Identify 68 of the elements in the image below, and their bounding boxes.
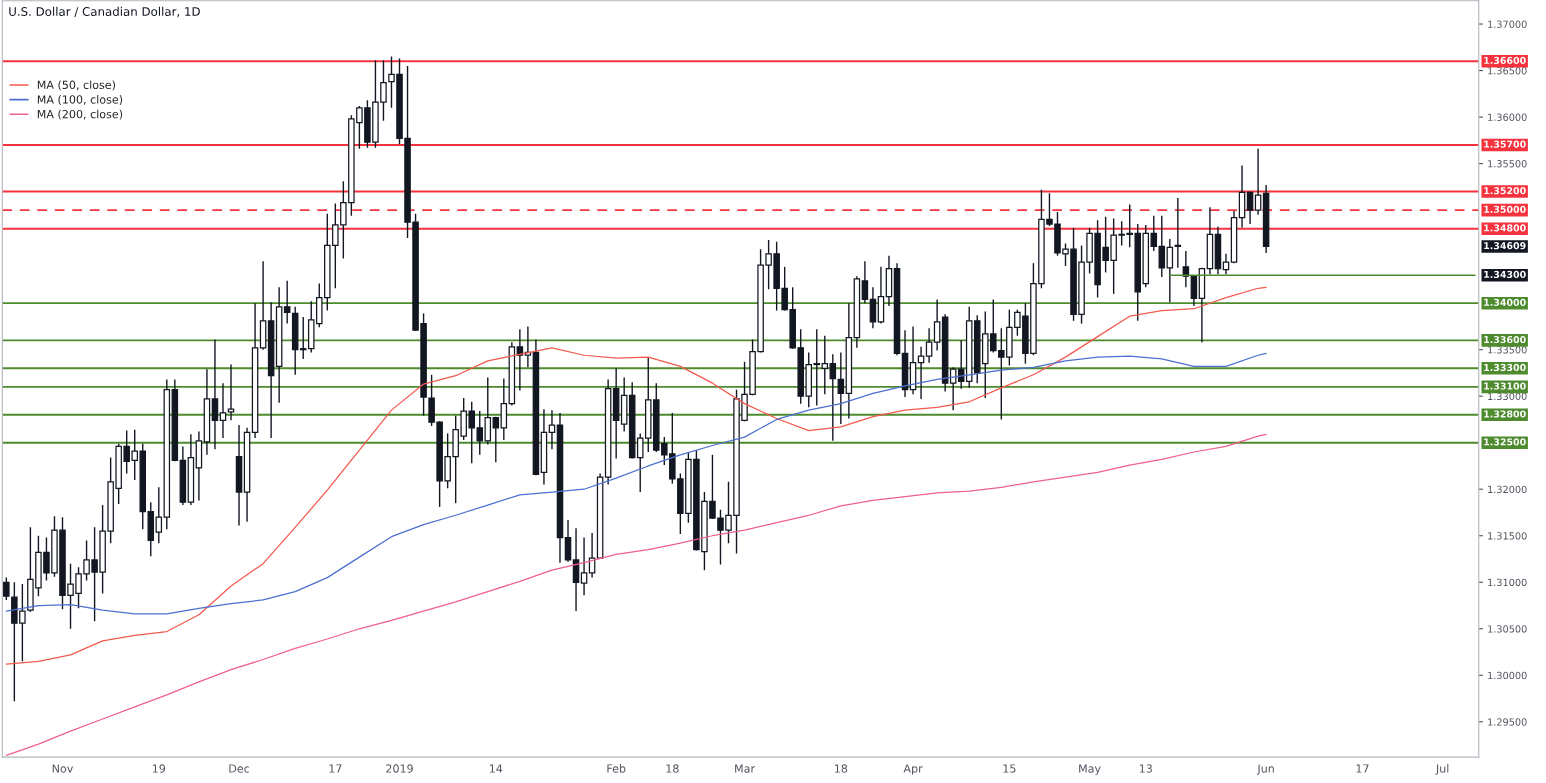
y-tick-label: 1.36500 — [1488, 67, 1527, 75]
legend-label: MA (200, close) — [37, 109, 123, 120]
text: 1.34300 — [1484, 270, 1526, 278]
line-series — [5, 352, 1267, 615]
x-tick-label: Dec — [229, 764, 250, 773]
y-tick-label: 1.31000 — [1488, 578, 1527, 587]
candlestick — [283, 280, 291, 325]
x-tick-label: 19 — [152, 764, 166, 773]
x-tick-label: 18 — [834, 764, 848, 773]
line-series — [5, 433, 1267, 756]
candlestick — [219, 382, 227, 439]
candlestick — [580, 536, 588, 596]
ref-line-label: 1.32800 — [1484, 410, 1526, 418]
y-tick-label: 1.29500 — [1488, 718, 1527, 726]
candlestick — [227, 363, 235, 422]
x-tick-label: Jun — [1256, 764, 1274, 775]
x-tick-label: 14 — [489, 764, 503, 773]
x-tick-label: Mar — [735, 764, 756, 773]
x-tick-label: 2019 — [386, 764, 413, 773]
candlestick — [564, 519, 572, 563]
candlestick — [548, 409, 556, 450]
ref-line-label: 1.32500 — [1484, 438, 1526, 446]
ref-line-label: 1.35700 — [1484, 140, 1526, 148]
x-tick-label: 18 — [666, 764, 679, 773]
x-tick-label: Nov — [52, 764, 74, 773]
x-tick-label: 13 — [1139, 764, 1152, 773]
ref-line-label: 1.36600 — [1484, 56, 1526, 64]
y-tick-label: 1.30000 — [1488, 671, 1527, 680]
candlestick — [861, 260, 869, 304]
y-tick-label: 1.31500 — [1488, 532, 1527, 540]
x-tick-label: Feb — [607, 764, 626, 773]
candlestick — [925, 327, 933, 364]
ref-line-label: 1.35000 — [1484, 205, 1526, 213]
ref-line-label: 1.34800 — [1484, 224, 1526, 232]
x-tick-label: 15 — [1003, 764, 1016, 773]
y-tick-label: 1.35500 — [1488, 160, 1527, 168]
x-tick-label: Jul — [1435, 764, 1449, 775]
candlestick — [588, 532, 596, 579]
candlestick — [211, 338, 219, 450]
candlestick — [1254, 148, 1262, 216]
candlestick — [829, 353, 837, 442]
x-tick-label: 17 — [1356, 764, 1369, 773]
candlestick — [837, 351, 845, 425]
y-tick-label: 1.36000 — [1488, 113, 1527, 121]
candlestick — [1174, 197, 1182, 269]
ref-line-label: 1.33300 — [1484, 363, 1526, 372]
y-tick-label: 1.37000 — [1488, 20, 1527, 28]
candlestick — [1246, 190, 1254, 225]
ref-line-label: 1.34000 — [1484, 298, 1526, 306]
legend-label: MA (50, close) — [37, 80, 116, 91]
text: 1.34609 — [1484, 242, 1526, 250]
legend-label: MA (100, close) — [37, 95, 123, 105]
candlestick — [933, 298, 941, 352]
y-tick-label: 1.32000 — [1488, 485, 1527, 494]
candlestick — [1158, 214, 1166, 278]
ref-line-label: 1.35200 — [1484, 187, 1526, 195]
x-tick-label: 17 — [329, 764, 342, 773]
y-tick-label: 1.30500 — [1488, 625, 1527, 633]
candlestick — [869, 286, 877, 329]
y-tick-label: 1.33500 — [1488, 346, 1527, 354]
x-tick-label: May — [1079, 764, 1101, 775]
ref-line-label: 1.33600 — [1484, 335, 1526, 344]
chart-title: U.S. Dollar / Canadian Dollar, 1D — [9, 6, 200, 18]
candlestick — [1190, 274, 1198, 307]
x-tick-label: Apr — [903, 764, 923, 775]
ref-line-label: 1.33100 — [1484, 382, 1526, 390]
line-series — [5, 286, 1267, 665]
y-tick-label: 1.33000 — [1488, 392, 1527, 401]
